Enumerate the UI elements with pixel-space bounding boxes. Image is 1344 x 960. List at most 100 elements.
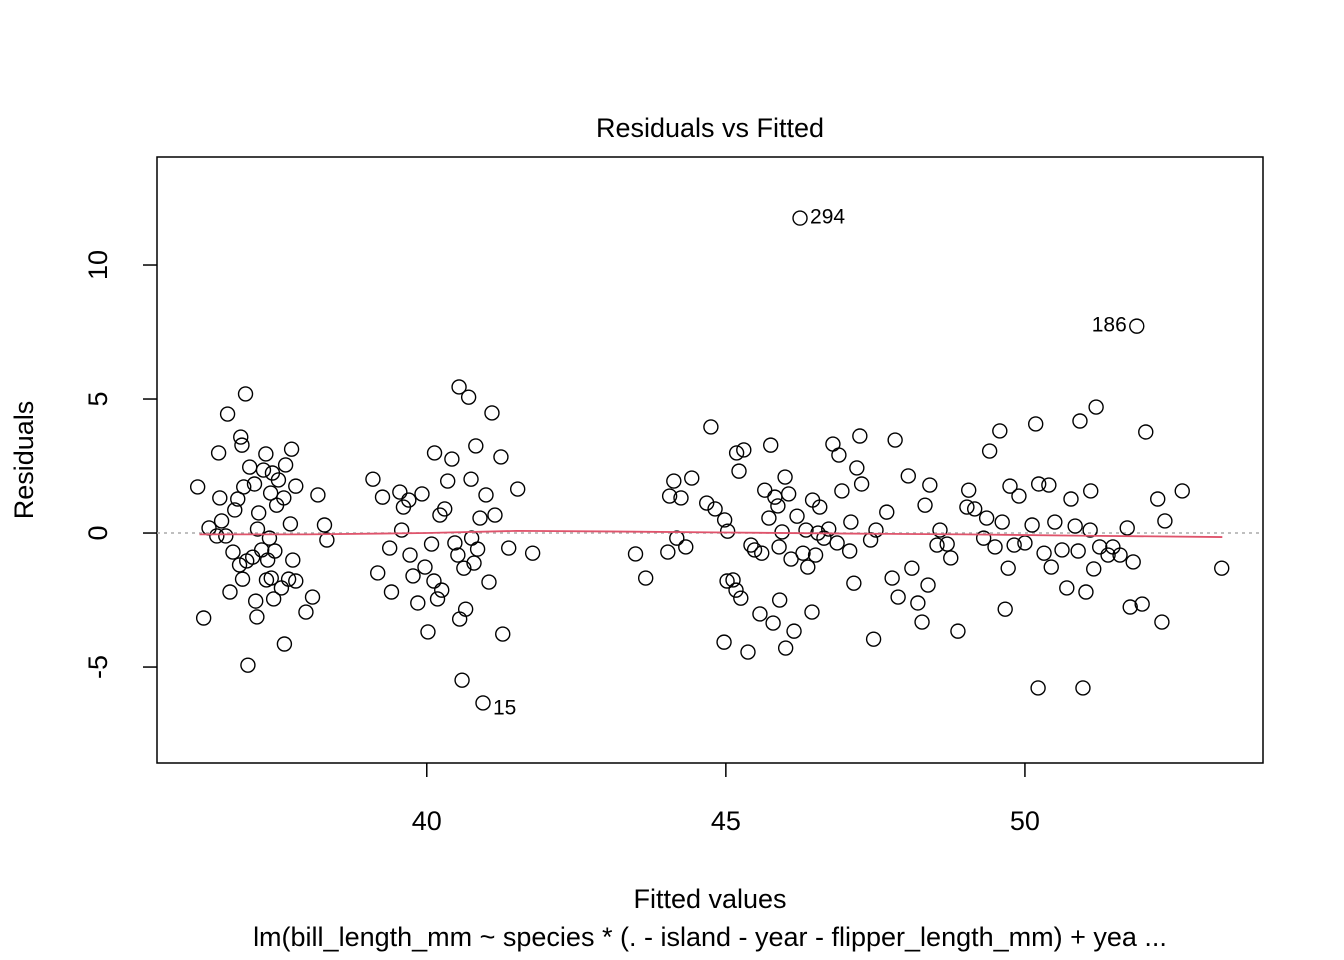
point: [429, 591, 446, 607]
point: [767, 489, 783, 505]
point: [524, 545, 541, 561]
point: [761, 510, 777, 526]
point: [316, 517, 333, 533]
point: [1134, 596, 1150, 612]
point: [765, 615, 781, 631]
point: [922, 477, 938, 493]
point: [451, 379, 467, 395]
point: [1092, 539, 1108, 555]
point: [763, 437, 779, 453]
point: [195, 610, 212, 626]
point: [904, 560, 920, 576]
point: [466, 555, 482, 571]
point: [468, 438, 484, 454]
point: [821, 521, 837, 537]
point: [231, 557, 248, 573]
point: [736, 442, 752, 458]
point: [707, 501, 723, 517]
point: [1067, 518, 1083, 534]
point: [914, 614, 930, 630]
point: [1078, 584, 1094, 600]
point: [673, 490, 689, 506]
point: [258, 446, 274, 462]
point: [716, 634, 732, 650]
point: [884, 570, 900, 586]
point: [432, 507, 448, 523]
point: [212, 490, 228, 506]
point: [890, 589, 906, 605]
point: [262, 485, 279, 501]
point: [1154, 614, 1170, 630]
point: [420, 624, 436, 640]
point: [789, 508, 805, 524]
point: [853, 476, 870, 492]
y-axis-label: Residuals: [9, 401, 39, 520]
point: [469, 541, 486, 557]
point: [270, 472, 287, 488]
point: [237, 386, 254, 402]
point: [728, 445, 745, 461]
point: [661, 488, 678, 504]
point: [777, 640, 794, 656]
point: [1075, 680, 1091, 696]
point: [959, 499, 975, 515]
point: [273, 580, 290, 596]
point: [1072, 413, 1088, 429]
point: [728, 582, 744, 598]
x-tick-label: 45: [711, 806, 741, 836]
point: [1086, 561, 1102, 577]
point: [282, 516, 299, 532]
point: [236, 479, 252, 495]
point: [932, 522, 948, 538]
point: [783, 551, 799, 567]
point: [1047, 514, 1063, 530]
point: [288, 478, 304, 494]
point: [1000, 560, 1016, 576]
point: [950, 623, 966, 639]
point: [277, 457, 294, 473]
point: [978, 510, 995, 526]
point: [987, 539, 1003, 555]
point: [280, 571, 297, 587]
point: [393, 522, 410, 538]
point: [879, 504, 895, 520]
point: [1214, 560, 1230, 576]
point: [703, 419, 719, 435]
point: [365, 471, 381, 487]
point: [816, 530, 832, 546]
point: [666, 473, 682, 489]
point: [997, 601, 1013, 617]
point: [440, 473, 456, 489]
point: [405, 568, 421, 584]
point: [1011, 488, 1027, 504]
point: [929, 537, 945, 553]
point: [222, 584, 238, 600]
point: [678, 539, 694, 555]
point: [771, 592, 788, 608]
point: [917, 497, 933, 513]
point: [780, 486, 797, 502]
chart-title: Residuals vs Fitted: [596, 113, 824, 143]
point: [250, 505, 267, 521]
point: [1119, 520, 1135, 536]
subtitle: lm(bill_length_mm ~ species * (. - islan…: [253, 922, 1167, 952]
point: [699, 495, 715, 511]
point: [843, 514, 859, 530]
point: [660, 544, 676, 560]
point: [402, 547, 418, 563]
point: [189, 479, 206, 495]
point: [825, 436, 841, 452]
point: [240, 657, 256, 673]
point: [410, 595, 426, 611]
x-tick-label: 40: [412, 806, 442, 836]
point: [786, 623, 802, 639]
point: [746, 542, 763, 558]
point: [381, 540, 398, 556]
x-axis-label: Fitted values: [633, 884, 786, 914]
point: [887, 432, 903, 448]
point: [263, 570, 279, 586]
point: [1125, 554, 1141, 570]
point: [846, 575, 862, 591]
point: [1063, 491, 1079, 507]
